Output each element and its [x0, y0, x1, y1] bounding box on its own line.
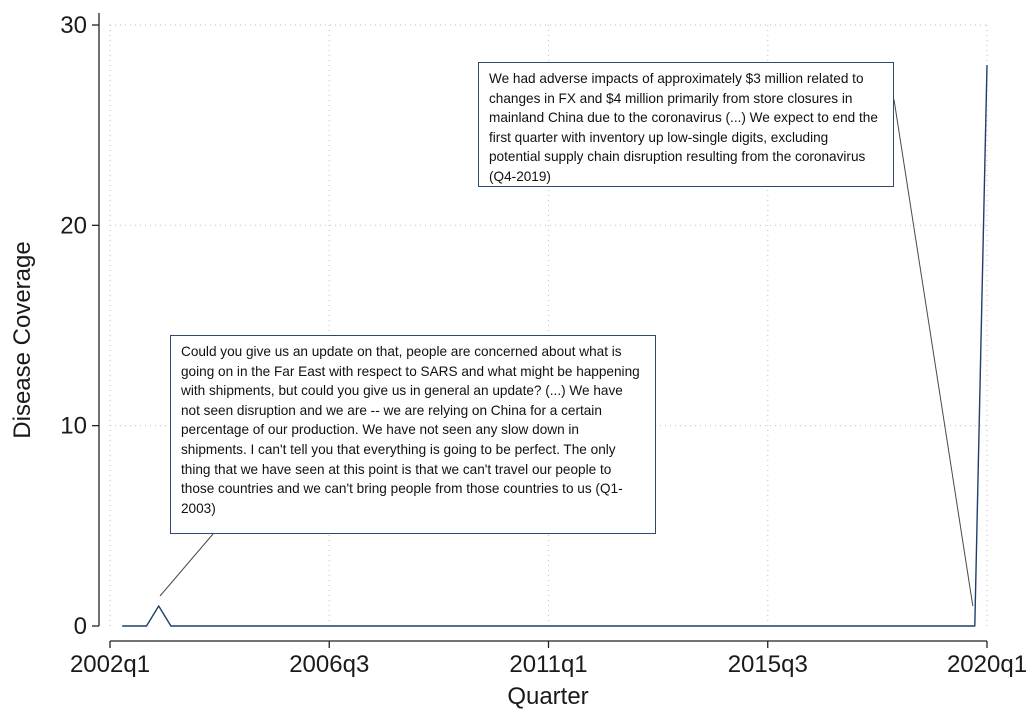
- annotation-leader-line: [893, 99, 974, 607]
- y-tick-label: 10: [60, 413, 87, 440]
- x-tick-label: 2015q3: [728, 651, 808, 678]
- tick-labels: 0 10 20 30 2002q1 2006q3 2011q1 2015q3 2020q1: [60, 12, 1027, 678]
- y-axis-title: Disease Coverage: [9, 241, 36, 438]
- x-axis-title: Quarter: [507, 683, 588, 710]
- y-tick-label: 30: [60, 12, 87, 39]
- x-tick-label: 2002q1: [70, 651, 150, 678]
- series-line: [122, 65, 988, 627]
- y-tick-label: 0: [74, 613, 87, 640]
- annotation-leaders: [159, 99, 974, 607]
- x-tick-label: 2006q3: [289, 651, 369, 678]
- x-tick-label: 2011q1: [509, 651, 587, 678]
- annotation-leader-line: [159, 533, 214, 597]
- data-series: [122, 65, 988, 627]
- annotation-box-q1-2003: Could you give us an update on that, peo…: [170, 335, 656, 534]
- y-tick-label: 20: [60, 212, 87, 239]
- annotation-box-q4-2019: We had adverse impacts of approximately …: [478, 62, 894, 187]
- x-tick-label: 2020q1: [947, 651, 1027, 678]
- tick-marks: [92, 24, 988, 648]
